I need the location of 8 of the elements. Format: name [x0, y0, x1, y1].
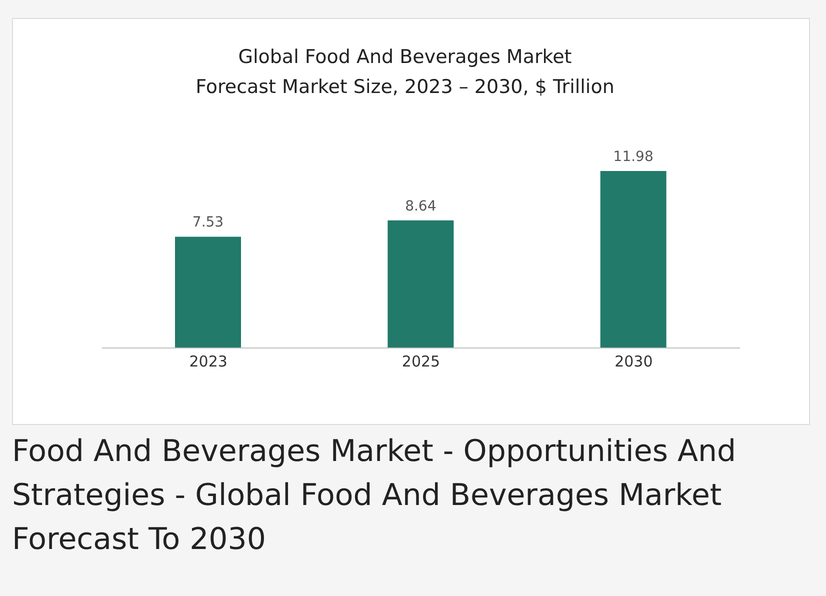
data-label: 7.53	[192, 214, 224, 231]
data-label: 11.98	[613, 149, 654, 165]
x-tick-label: 2023	[189, 352, 228, 371]
text: Food And Beverages Market - Opportunities And Strategies - Global Food And Beverages Market Forecast To 2030	[12, 433, 738, 559]
data-label: 8.64	[405, 198, 436, 214]
x-tick-label: 2030	[614, 352, 653, 371]
chart-title: Global Food And Beverages Market Forecast Market Size, 2023 – 2030, $ Trillion	[194, 45, 616, 100]
x-tick-label: 2025	[402, 352, 440, 371]
